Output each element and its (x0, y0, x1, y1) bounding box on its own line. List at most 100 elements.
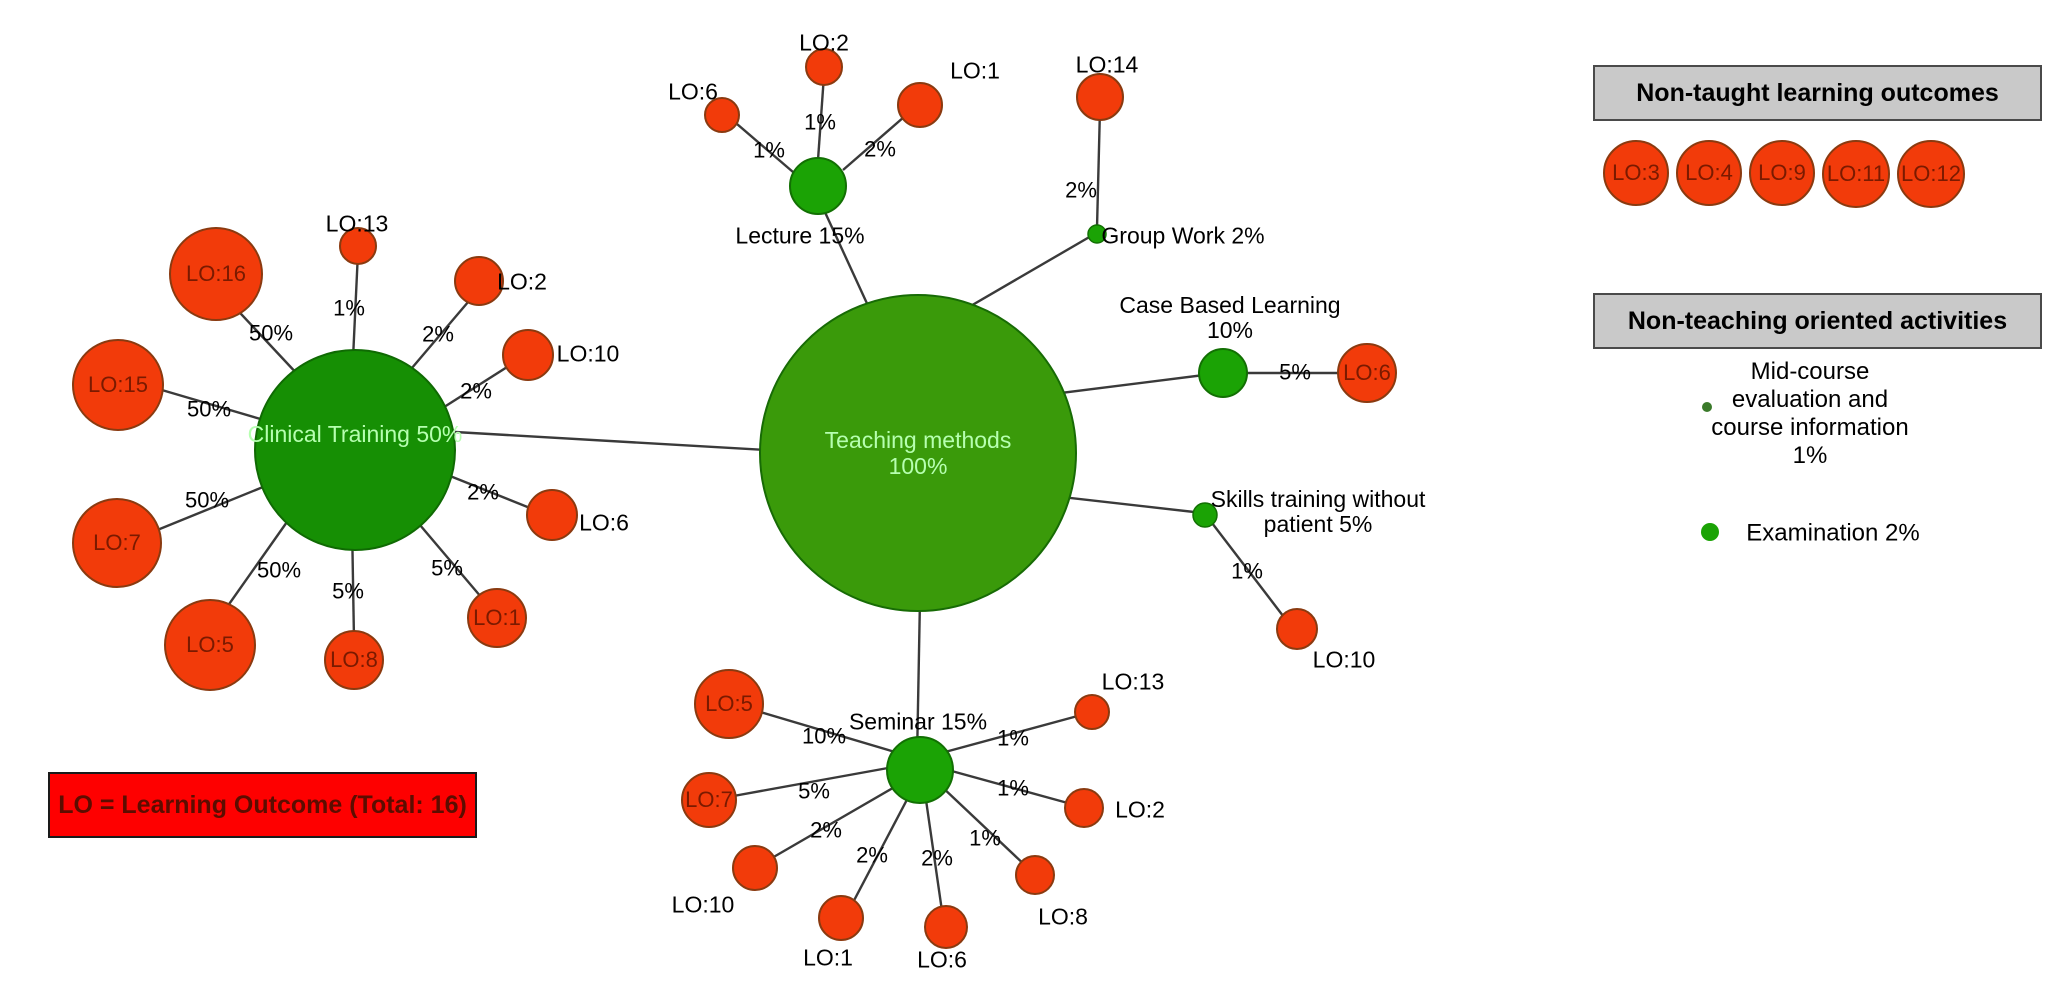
edge-label-ct-lo6: 2% (467, 479, 499, 505)
edge-label-ct-lo2: 2% (422, 321, 454, 347)
node-ct-lo8[interactable] (324, 630, 384, 690)
edge-sem-lo1 (847, 791, 913, 911)
legend-mid-course-label: Mid-course evaluation and course informa… (1711, 358, 1909, 469)
node-st-lo10[interactable] (1276, 608, 1318, 650)
label-group-work: Group Work 2% (1101, 222, 1265, 249)
label-sem-lo8: LO:8 (1038, 903, 1088, 930)
legend-lo12: LO:12 (1897, 140, 1965, 208)
green-dot-icon-mid-course (1702, 402, 1712, 412)
node-ct-lo15[interactable] (72, 339, 164, 431)
label-lec-lo1: LO:1 (950, 57, 1000, 84)
node-case-based-learning[interactable] (1198, 348, 1248, 398)
edge-layer (144, 74, 1340, 919)
edge-gw-lo14 (1095, 107, 1102, 229)
node-group-work[interactable] (1087, 224, 1107, 244)
label-gw-lo14: LO:14 (1075, 51, 1139, 78)
legend-non-teaching-header: Non-teaching oriented activities (1593, 293, 2042, 349)
node-lec-lo1[interactable] (897, 82, 943, 128)
node-teaching-methods[interactable] (759, 294, 1077, 612)
label-lecture: Lecture 15% (735, 222, 865, 249)
node-ct-lo6[interactable] (526, 489, 578, 541)
node-lec-lo2[interactable] (805, 48, 843, 86)
node-skills-training[interactable] (1192, 502, 1218, 528)
legend-examination-label: Examination 2% (1746, 519, 1920, 547)
edge-label-ct-lo7: 50% (184, 487, 230, 513)
edge-label-gw-lo14: 2% (1065, 177, 1097, 203)
node-sem-lo1[interactable] (818, 895, 864, 941)
legend-lo3: LO:3 (1603, 140, 1669, 206)
edge-center-lecture (816, 196, 872, 311)
node-ct-lo13[interactable] (339, 227, 377, 265)
edge-center-group-work (949, 230, 1099, 320)
edge-sem-lo7 (727, 766, 889, 799)
edge-ct-lo7 (144, 485, 264, 537)
edge-sem-lo10 (764, 783, 899, 864)
edge-label-lec-lo6: 1% (753, 137, 785, 163)
node-sem-lo6[interactable] (924, 905, 968, 949)
label-ct-lo2: LO:2 (497, 268, 547, 295)
node-sem-lo10[interactable] (732, 845, 778, 891)
edge-label-ct-lo10: 2% (460, 378, 492, 404)
node-sem-lo2[interactable] (1064, 788, 1104, 828)
edge-label-cbl-lo6: 5% (1279, 359, 1311, 385)
edge-lec-lo1 (842, 109, 913, 171)
node-ct-lo5[interactable] (164, 599, 256, 691)
edge-label-ct-lo16: 50% (248, 320, 294, 346)
label-sem-lo2: LO:2 (1115, 796, 1165, 823)
legend-non-taught-header: Non-taught learning outcomes (1593, 65, 2042, 121)
label-sem-lo13: LO:13 (1101, 668, 1165, 695)
edge-label-lec-lo1: 2% (864, 136, 896, 162)
node-sem-lo8[interactable] (1015, 855, 1055, 895)
edge-label-ct-lo5: 50% (256, 557, 302, 583)
label-ct-lo13: LO:13 (325, 210, 389, 237)
edge-label-sem-lo6: 2% (921, 845, 953, 871)
label-sem-lo1: LO:1 (803, 944, 853, 971)
node-ct-lo2[interactable] (454, 256, 504, 306)
node-seminar[interactable] (886, 736, 954, 804)
node-clinical-training[interactable] (254, 349, 456, 551)
label-skills-training: Skills training without patient 5% (1210, 486, 1426, 537)
node-ct-lo1[interactable] (467, 588, 527, 648)
edge-label-st-lo10: 1% (1231, 558, 1263, 584)
edge-sem-lo13 (944, 712, 1086, 754)
node-ct-lo10[interactable] (502, 329, 554, 381)
edge-lec-lo6 (729, 117, 794, 173)
edge-label-sem-lo10: 2% (810, 817, 842, 843)
node-ct-lo7[interactable] (72, 498, 162, 588)
node-lecture[interactable] (789, 157, 847, 215)
edge-label-ct-lo15: 50% (186, 396, 232, 422)
node-gw-lo14[interactable] (1076, 73, 1124, 121)
edge-sem-lo5 (749, 707, 896, 754)
label-ct-lo6: LO:6 (579, 509, 629, 536)
edge-st-lo10 (1211, 522, 1291, 626)
green-dot-icon-examination (1701, 523, 1719, 541)
edge-label-sem-lo1: 2% (856, 842, 888, 868)
edge-sem-lo6 (923, 792, 945, 919)
legend-lo9: LO:9 (1749, 140, 1815, 206)
legend-lo-key: LO = Learning Outcome (Total: 16) (48, 772, 477, 838)
edge-label-lec-lo2: 1% (804, 109, 836, 135)
legend-lo11: LO:11 (1822, 140, 1890, 208)
edge-label-sem-lo5: 10% (801, 723, 847, 749)
label-sem-lo6: LO:6 (917, 946, 967, 973)
edge-label-ct-lo8: 5% (332, 578, 364, 604)
edge-label-ct-lo1: 5% (431, 555, 463, 581)
node-lec-lo6[interactable] (704, 97, 740, 133)
label-sem-lo10: LO:10 (671, 891, 735, 918)
edge-label-sem-lo8: 1% (969, 825, 1001, 851)
edge-label-sem-lo7: 5% (798, 778, 830, 804)
edge-ct-lo15 (154, 386, 265, 422)
edge-ct-lo2 (399, 287, 481, 383)
edge-label-sem-lo2: 1% (997, 775, 1029, 801)
node-sem-lo5[interactable] (694, 669, 764, 739)
edge-center-clinical-training (454, 430, 801, 454)
node-ct-lo16[interactable] (169, 227, 263, 321)
node-sem-lo13[interactable] (1074, 694, 1110, 730)
label-ct-lo10: LO:10 (556, 340, 620, 367)
legend-lo4: LO:4 (1676, 140, 1742, 206)
label-lec-lo2: LO:2 (799, 29, 849, 56)
node-sem-lo7[interactable] (681, 772, 737, 828)
edge-label-ct-lo13: 1% (333, 295, 365, 321)
node-cbl-lo6[interactable] (1337, 343, 1397, 403)
